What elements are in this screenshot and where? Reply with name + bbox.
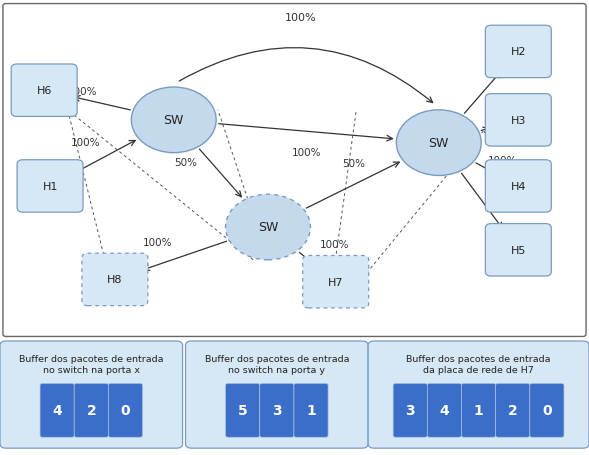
Text: 100%: 100% [143,238,172,247]
Text: 2: 2 [87,404,96,417]
Text: H2: H2 [511,47,526,57]
Text: 1: 1 [474,404,484,417]
Text: H1: H1 [42,182,58,192]
Text: 3: 3 [405,404,415,417]
Text: H5: H5 [511,245,526,255]
Text: 50%: 50% [342,159,365,168]
Text: H7: H7 [328,277,343,287]
FancyBboxPatch shape [294,384,328,437]
Text: SW: SW [164,114,184,127]
Text: 5: 5 [238,404,247,417]
Text: 100%: 100% [487,156,517,165]
FancyBboxPatch shape [485,95,551,147]
FancyBboxPatch shape [186,341,368,448]
FancyBboxPatch shape [530,384,564,437]
Text: H4: H4 [511,182,526,192]
Text: no switch na porta x: no switch na porta x [43,365,140,374]
FancyBboxPatch shape [496,384,530,437]
Circle shape [131,88,216,153]
Text: no switch na porta y: no switch na porta y [229,365,325,374]
FancyBboxPatch shape [40,384,74,437]
FancyBboxPatch shape [428,384,462,437]
Text: 4: 4 [439,404,449,417]
Circle shape [396,111,481,176]
Text: 100%: 100% [487,120,517,130]
FancyBboxPatch shape [485,26,551,78]
Text: 3: 3 [272,404,282,417]
Text: 50%: 50% [174,158,197,167]
FancyBboxPatch shape [17,161,83,213]
Text: 100%: 100% [284,13,316,23]
Text: 1: 1 [306,404,316,417]
Text: 2: 2 [508,404,518,417]
Text: H8: H8 [107,275,123,285]
Text: Buffer dos pacotes de entrada: Buffer dos pacotes de entrada [204,354,349,363]
FancyBboxPatch shape [485,161,551,213]
Text: 100%: 100% [292,147,321,157]
Text: 100%: 100% [319,240,349,250]
Text: 0: 0 [542,404,552,417]
Text: 0: 0 [121,404,130,417]
FancyBboxPatch shape [108,384,143,437]
Text: 100%: 100% [71,137,100,147]
FancyBboxPatch shape [393,384,428,437]
FancyBboxPatch shape [303,256,369,308]
Circle shape [226,195,310,260]
FancyBboxPatch shape [485,224,551,276]
FancyBboxPatch shape [0,341,183,448]
Text: 4: 4 [52,404,62,417]
Text: 100%: 100% [486,199,516,208]
Text: H6: H6 [37,86,52,96]
FancyBboxPatch shape [3,5,586,337]
Text: Buffer dos pacotes de entrada: Buffer dos pacotes de entrada [406,354,551,363]
FancyBboxPatch shape [226,384,260,437]
FancyBboxPatch shape [74,384,108,437]
Text: SW: SW [258,221,278,234]
Text: Buffer dos pacotes de entrada: Buffer dos pacotes de entrada [19,354,164,363]
FancyBboxPatch shape [368,341,589,448]
FancyBboxPatch shape [462,384,496,437]
Text: SW: SW [429,137,449,150]
Text: da placa de rede de H7: da placa de rede de H7 [423,365,534,374]
FancyBboxPatch shape [260,384,294,437]
Text: H3: H3 [511,116,526,126]
FancyBboxPatch shape [11,65,77,117]
FancyBboxPatch shape [82,254,148,306]
Text: 100%: 100% [68,87,97,97]
